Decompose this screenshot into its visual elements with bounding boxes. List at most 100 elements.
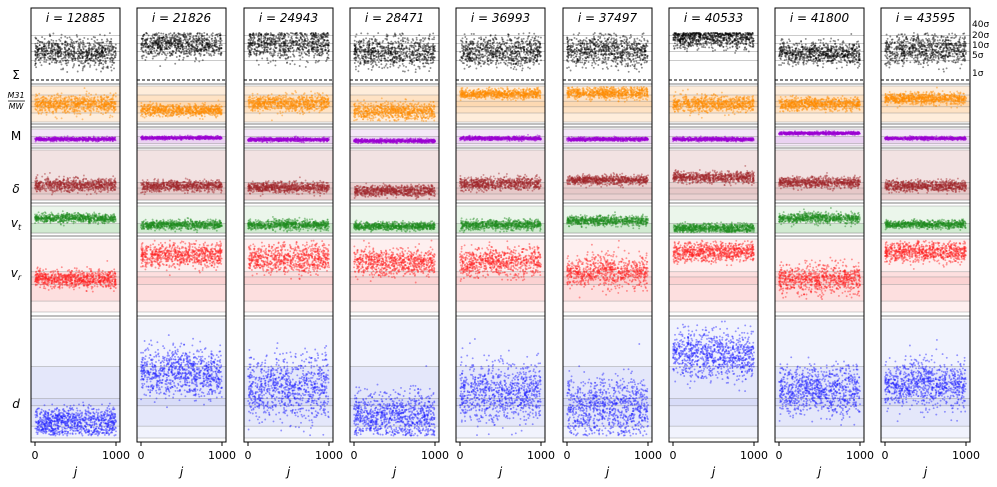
point (35, 55, 37, 57)
point (43, 98, 45, 100)
point (54, 53, 56, 55)
point (56, 45, 58, 47)
point (41, 102, 43, 104)
point (46, 114, 48, 116)
point (39, 110, 41, 112)
point (92, 101, 94, 103)
point (91, 60, 93, 62)
point (60, 224, 62, 226)
point (49, 189, 51, 191)
point (61, 48, 63, 50)
point (102, 60, 104, 62)
point (78, 44, 80, 46)
point (97, 222, 99, 224)
point (65, 216, 67, 218)
point (112, 98, 114, 100)
point (95, 103, 97, 105)
point (76, 116, 78, 118)
point (76, 113, 78, 115)
point (104, 34, 106, 36)
point (72, 67, 74, 69)
point (62, 106, 64, 108)
point (98, 103, 100, 105)
point (106, 214, 108, 216)
point (60, 37, 62, 39)
point (80, 41, 82, 43)
point (49, 33, 51, 35)
point (84, 190, 86, 192)
point (93, 43, 95, 45)
point (35, 47, 37, 49)
point (72, 95, 74, 97)
point (81, 62, 83, 64)
point (53, 98, 55, 100)
point (47, 41, 49, 43)
band-vt (31, 224, 120, 233)
point (94, 179, 96, 181)
point (46, 180, 48, 182)
point (85, 45, 87, 47)
point (46, 59, 48, 61)
point (77, 50, 79, 52)
point (51, 61, 53, 63)
point (34, 98, 36, 100)
point (115, 44, 117, 46)
point (85, 218, 87, 220)
point (82, 109, 84, 111)
point (71, 43, 73, 45)
point (115, 48, 117, 50)
point (64, 40, 66, 42)
point (63, 220, 65, 222)
point (36, 214, 38, 216)
point (93, 40, 95, 42)
point (88, 182, 90, 184)
point (34, 64, 36, 66)
point (55, 55, 57, 57)
point (49, 213, 51, 215)
point (78, 220, 80, 222)
point (101, 99, 103, 101)
point (48, 95, 50, 97)
point (68, 138, 70, 140)
point (103, 94, 105, 96)
point (63, 190, 65, 192)
point (90, 193, 92, 195)
point (60, 189, 62, 191)
point (49, 181, 51, 183)
point (78, 46, 80, 48)
point (38, 211, 40, 213)
point (70, 38, 72, 40)
point (83, 42, 85, 44)
point (110, 66, 112, 68)
point (101, 55, 103, 57)
point (108, 54, 110, 56)
point (107, 191, 109, 193)
point (83, 52, 85, 54)
point (82, 181, 84, 183)
point (53, 94, 55, 96)
point (100, 95, 102, 97)
point (66, 183, 68, 185)
point (35, 178, 37, 180)
point (90, 113, 92, 115)
point (111, 64, 113, 66)
point (60, 103, 62, 105)
point (44, 108, 46, 110)
point (44, 38, 46, 40)
point (85, 93, 87, 95)
point (112, 213, 114, 215)
panel-12885: i = 128850 1000j (31, 8, 130, 479)
point (92, 189, 94, 191)
point (92, 99, 94, 101)
point (76, 36, 78, 38)
point (75, 176, 77, 178)
point (58, 96, 60, 98)
point (70, 99, 72, 101)
point (51, 43, 53, 45)
point (50, 52, 52, 54)
point (89, 137, 91, 139)
point (111, 70, 113, 72)
point (45, 183, 47, 185)
point (75, 96, 77, 98)
point (85, 59, 87, 61)
